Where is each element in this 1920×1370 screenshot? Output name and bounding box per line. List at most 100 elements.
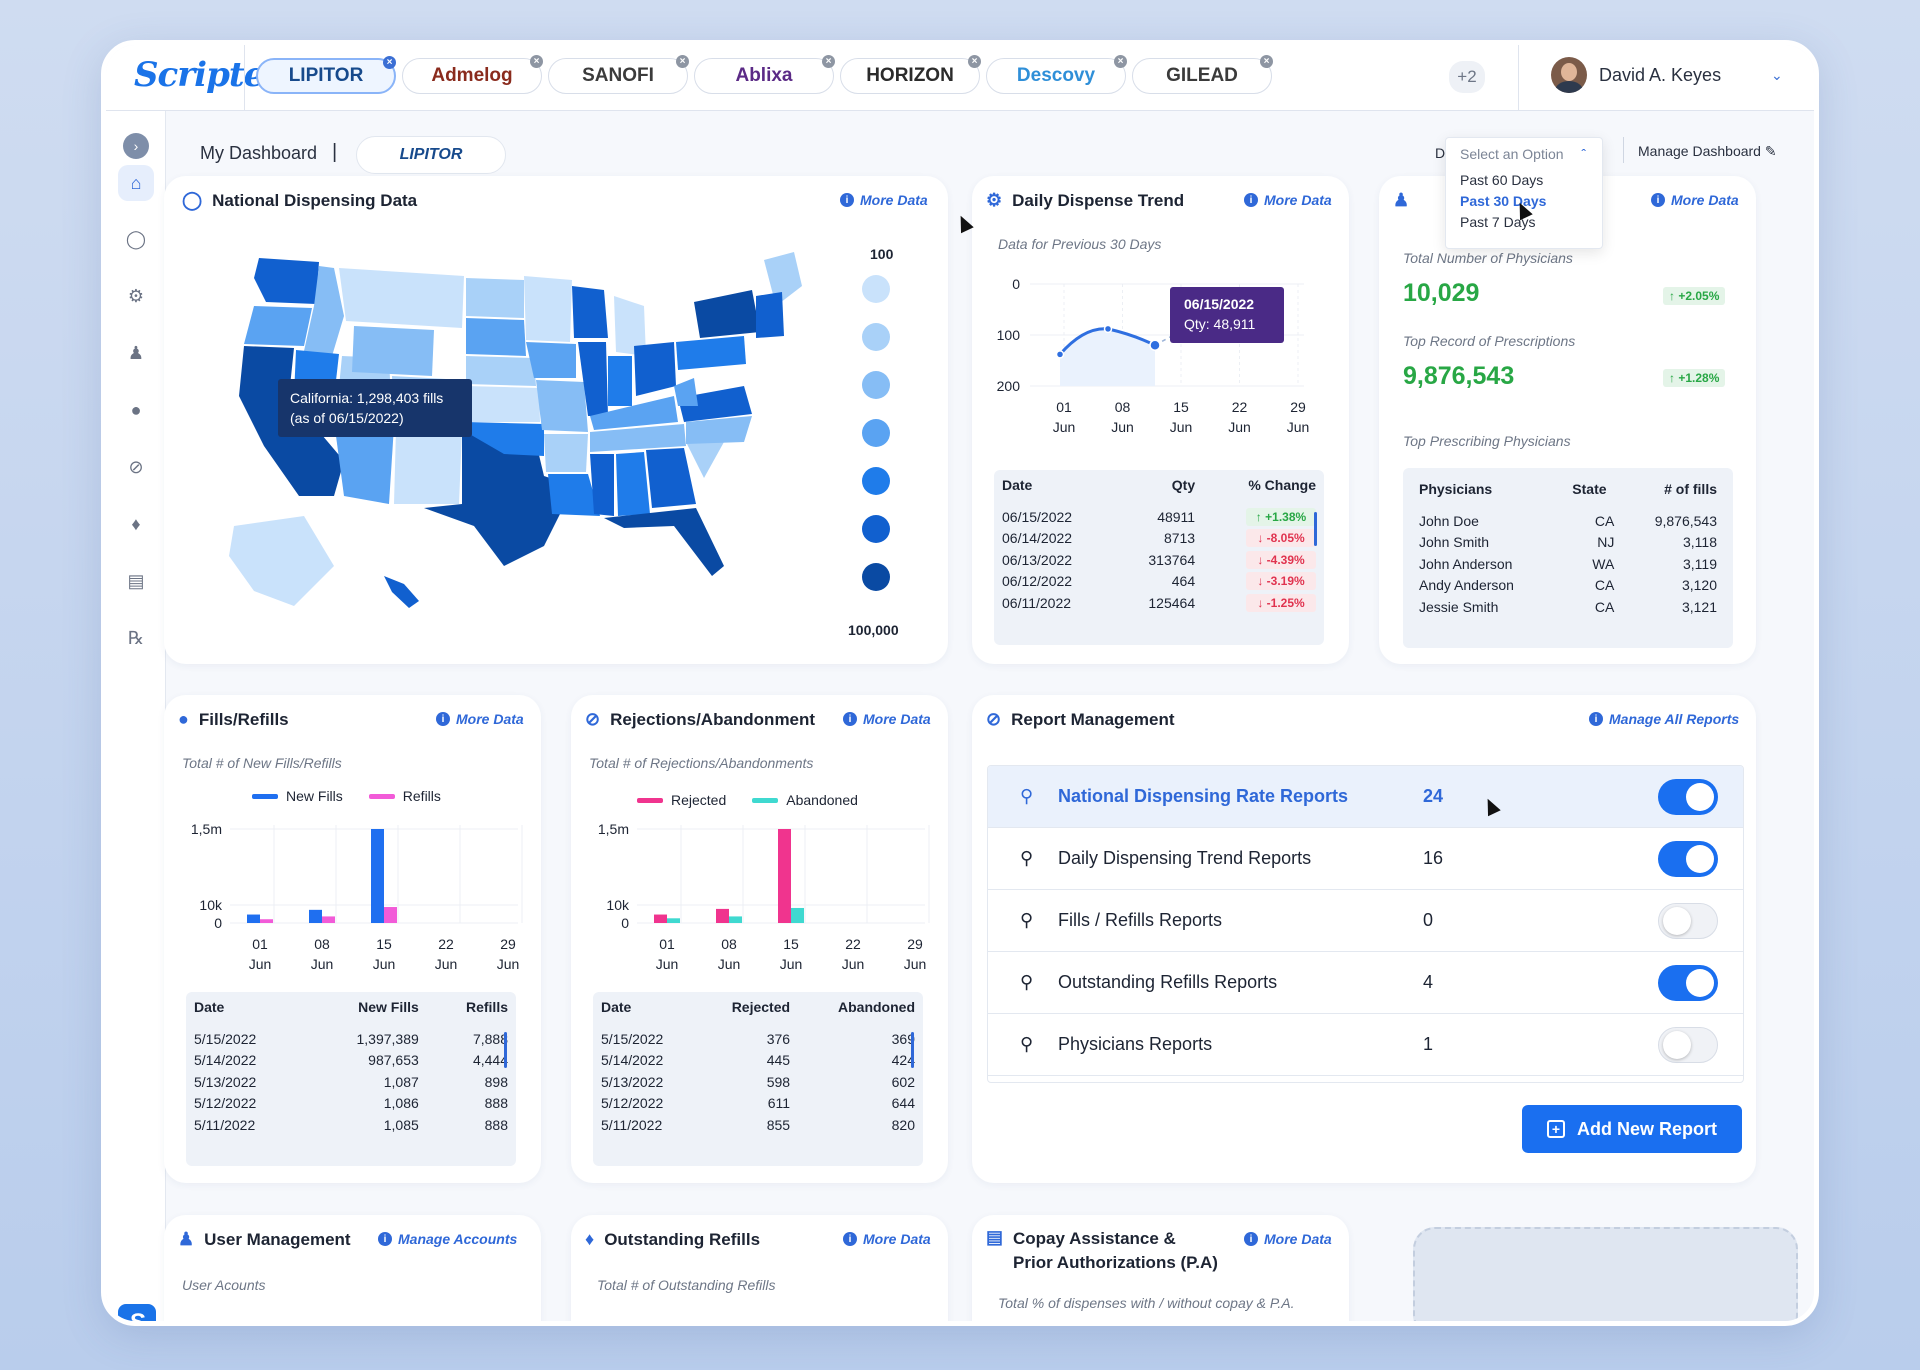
- report-row[interactable]: ⚲ Outstanding Refills Reports 4: [988, 952, 1743, 1014]
- report-toggle[interactable]: [1658, 841, 1718, 877]
- bar: [654, 914, 667, 923]
- range-option[interactable]: Past 30 Days: [1460, 193, 1547, 209]
- more-data-link[interactable]: i More Data: [1244, 1231, 1332, 1247]
- empty-widget-slot[interactable]: [1413, 1227, 1798, 1321]
- table-row[interactable]: 5/12/2022 611 644: [593, 1093, 923, 1115]
- brand-tab-descovy[interactable]: Descovy ×: [986, 55, 1127, 94]
- report-row[interactable]: ⚲ Daily Dispensing Trend Reports 16: [988, 828, 1743, 890]
- more-data-label: More Data: [860, 192, 928, 208]
- close-icon[interactable]: ×: [822, 55, 835, 68]
- close-icon[interactable]: ×: [530, 55, 543, 68]
- brand-tab-ablixa[interactable]: Ablixa ×: [694, 55, 835, 94]
- reports-title: Report Management: [1011, 709, 1175, 729]
- report-count: 0: [1423, 910, 1434, 930]
- more-data-link[interactable]: i More Data: [843, 1231, 931, 1247]
- close-icon[interactable]: ×: [676, 55, 689, 68]
- manage-all-reports-link[interactable]: i Manage All Reports: [1589, 711, 1739, 727]
- breadcrumb-brand-pill[interactable]: LIPITOR: [356, 136, 506, 174]
- bell-icon[interactable]: ♦: [131, 513, 141, 534]
- range-option[interactable]: Past 7 Days: [1460, 214, 1536, 230]
- more-data-link[interactable]: i More Data: [1244, 192, 1332, 208]
- report-row[interactable]: ⚲ Fills / Refills Reports 0: [988, 890, 1743, 952]
- close-icon[interactable]: ×: [383, 56, 396, 69]
- table-cell: 1,087: [383, 1073, 419, 1090]
- chevron-down-icon[interactable]: ⌄: [1771, 67, 1783, 83]
- more-data-link[interactable]: i More Data: [843, 711, 931, 727]
- home-icon[interactable]: ⌂: [118, 165, 154, 201]
- table-row[interactable]: 06/15/2022 48911 ↑ +1.38%: [994, 506, 1324, 528]
- range-dropdown[interactable]: ˆ Select an Option Past 60 Days Past 30 Da…: [1445, 137, 1603, 249]
- table-row[interactable]: 06/11/2022 125464 ↓ -1.25%: [994, 592, 1324, 614]
- add-new-report-button[interactable]: + Add New Report: [1522, 1105, 1742, 1153]
- physician-icon[interactable]: ♟: [127, 342, 145, 363]
- scrollbar[interactable]: [1314, 512, 1317, 546]
- report-row[interactable]: ⚲ National Dispensing Rate Reports 24: [988, 766, 1743, 828]
- table-cell: Jessie Smith: [1419, 598, 1499, 615]
- info-icon: i: [378, 1232, 392, 1246]
- breadcrumb[interactable]: My Dashboard: [200, 143, 318, 163]
- table-row[interactable]: Andy Anderson CA 3,120: [1411, 575, 1725, 597]
- bank-icon[interactable]: ▤: [127, 570, 145, 591]
- fills-bar-chart[interactable]: 1,5m 10k 0 01 Jun 08 Jun 15 Jun 22 Jun 29 Jun: [178, 817, 528, 977]
- top-record-label: Top Record of Prescriptions: [1403, 333, 1576, 349]
- more-tabs-button[interactable]: +2: [1449, 61, 1485, 93]
- brand-tab-lipitor[interactable]: LIPITOR ×: [256, 56, 396, 94]
- table-row[interactable]: 5/12/2022 1,086 888: [186, 1093, 516, 1115]
- user-menu[interactable]: David A. Keyes: [1551, 57, 1721, 93]
- report-toggle[interactable]: [1658, 903, 1718, 939]
- trend-icon[interactable]: ⚙: [127, 285, 145, 306]
- rejections-bar-chart[interactable]: 1,5m 10k 0 01 Jun 08 Jun 15 Jun 22 Jun 29 Jun: [585, 817, 935, 977]
- brand-tab-horizon[interactable]: HORIZON ×: [840, 55, 981, 94]
- more-data-link[interactable]: i More Data: [1651, 192, 1739, 208]
- report-toggle[interactable]: [1658, 1027, 1718, 1063]
- card-title: ⊘ Report Management: [986, 709, 1175, 730]
- close-icon[interactable]: ×: [1114, 55, 1127, 68]
- table-row[interactable]: 5/14/2022 445 424: [593, 1050, 923, 1072]
- report-row[interactable]: ⚲ Physicians Reports 1: [988, 1014, 1743, 1076]
- rx-icon[interactable]: ℞: [127, 627, 145, 648]
- table-cell: 5/13/2022: [601, 1073, 664, 1090]
- globe-icon[interactable]: ◯: [125, 228, 147, 249]
- scrollbar[interactable]: [911, 1032, 914, 1068]
- daily-line-chart[interactable]: 200 100 0 01 Jun 08 Jun 15 Jun 22 Jun 29 Jun: [986, 264, 1326, 444]
- table-row[interactable]: 5/14/2022 987,653 4,444: [186, 1050, 516, 1072]
- location-pin-icon: ⚲: [1020, 972, 1034, 992]
- report-toggle[interactable]: [1658, 779, 1718, 815]
- rejection-icon[interactable]: ⊘: [128, 456, 144, 477]
- brand-badge-icon[interactable]: S: [118, 1304, 156, 1321]
- table-row[interactable]: 06/12/2022 464 ↓ -3.19%: [994, 571, 1324, 593]
- manage-dashboard-button[interactable]: Manage Dashboard ✎: [1638, 143, 1777, 160]
- report-toggle[interactable]: [1658, 965, 1718, 1001]
- table-row[interactable]: 06/14/2022 8713 ↓ -8.05%: [994, 528, 1324, 550]
- more-data-link[interactable]: i More Data: [840, 192, 928, 208]
- manage-accounts-link[interactable]: i Manage Accounts: [378, 1231, 517, 1247]
- table-row[interactable]: 06/13/2022 313764 ↓ -4.39%: [994, 549, 1324, 571]
- map-state-tx: [424, 432, 574, 566]
- close-icon[interactable]: ×: [1260, 55, 1273, 68]
- more-data-link[interactable]: i More Data: [436, 711, 524, 727]
- table-row[interactable]: 5/11/2022 1,085 888: [186, 1114, 516, 1136]
- table-row[interactable]: John Doe CA 9,876,543: [1411, 510, 1725, 532]
- table-row[interactable]: 5/15/2022 376 369: [593, 1028, 923, 1050]
- x-tick-label: Jun: [718, 956, 741, 972]
- table-row[interactable]: 5/15/2022 1,397,389 7,888: [186, 1028, 516, 1050]
- table-row[interactable]: 5/13/2022 598 602: [593, 1071, 923, 1093]
- info-icon: i: [1244, 1232, 1258, 1246]
- x-tick-label: 08: [721, 936, 737, 952]
- table-cell: 5/11/2022: [601, 1116, 663, 1133]
- table-row[interactable]: John Anderson WA 3,119: [1411, 553, 1725, 575]
- close-icon[interactable]: ×: [968, 55, 981, 68]
- brand-tab-sanofi[interactable]: SANOFI ×: [548, 55, 689, 94]
- table-row[interactable]: John Smith NJ 3,118: [1411, 532, 1725, 554]
- expand-sidebar-button[interactable]: ›: [123, 133, 149, 159]
- range-option[interactable]: Past 60 Days: [1460, 172, 1544, 188]
- pills-icon[interactable]: ●: [130, 399, 142, 420]
- scrollbar[interactable]: [504, 1032, 507, 1068]
- brand-tab-gilead[interactable]: GILEAD ×: [1132, 55, 1273, 94]
- line-point: [1149, 339, 1161, 351]
- brand-tab-admelog[interactable]: Admelog ×: [402, 55, 543, 94]
- table-cell: NJ: [1597, 534, 1615, 551]
- table-row[interactable]: 5/11/2022 855 820: [593, 1114, 923, 1136]
- table-row[interactable]: 5/13/2022 1,087 898: [186, 1071, 516, 1093]
- table-row[interactable]: Jessie Smith CA 3,121: [1411, 596, 1725, 618]
